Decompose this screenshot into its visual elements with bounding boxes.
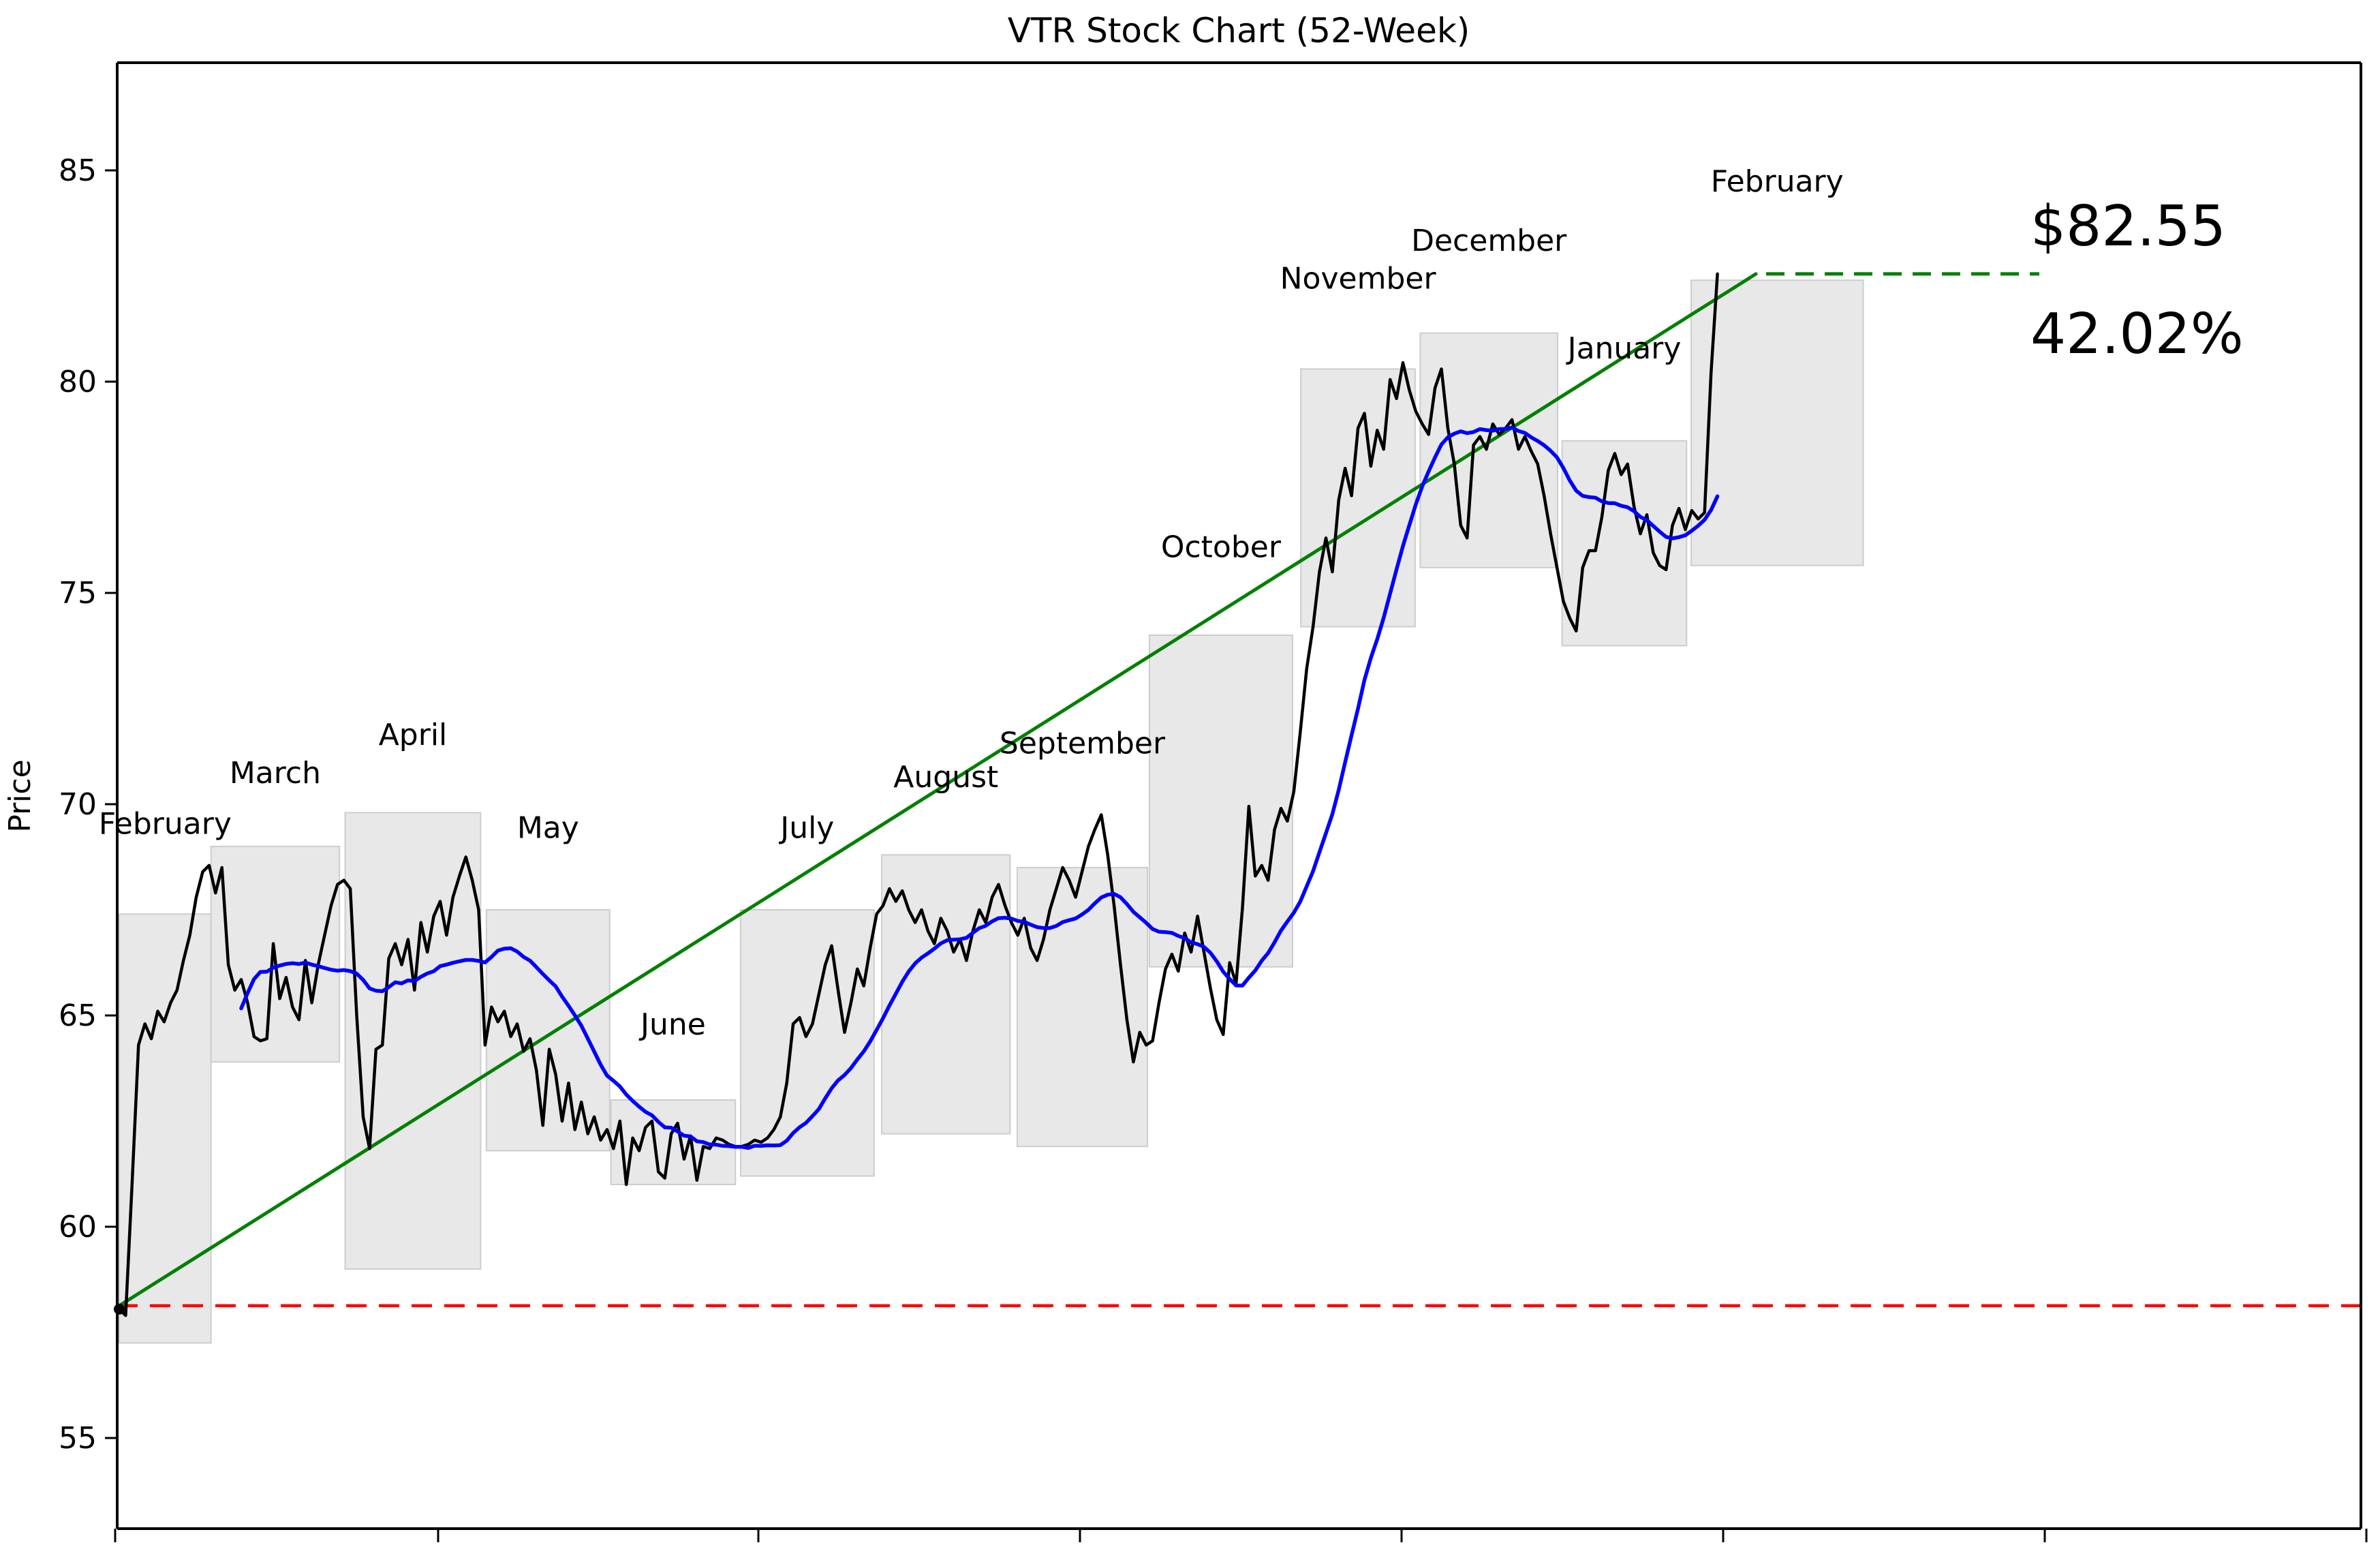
month-box-august bbox=[881, 854, 1011, 1135]
current-price-annotation: $82.55 bbox=[2030, 194, 2226, 259]
month-box-may bbox=[485, 909, 611, 1152]
month-label-december: December bbox=[1411, 224, 1567, 258]
month-box-september bbox=[1016, 867, 1149, 1148]
month-label-august: August bbox=[893, 760, 998, 795]
month-label-february: February bbox=[99, 806, 232, 841]
month-box-april bbox=[344, 812, 482, 1270]
month-box-february bbox=[1690, 279, 1864, 566]
y-tick-label: 80 bbox=[59, 365, 97, 399]
reference-lines bbox=[117, 272, 2361, 1308]
month-label-april: April bbox=[379, 718, 448, 752]
y-tick-label: 55 bbox=[59, 1421, 97, 1456]
y-tick-label: 65 bbox=[59, 998, 97, 1033]
moving-average-line bbox=[239, 425, 1720, 1150]
month-box-november bbox=[1300, 368, 1416, 628]
y-tick-label: 75 bbox=[59, 576, 97, 611]
month-label-january: January bbox=[1566, 331, 1682, 366]
plot-border bbox=[116, 61, 2362, 1530]
daily-price-line bbox=[117, 272, 1719, 1317]
y-tick-label: 85 bbox=[59, 153, 97, 188]
month-labels: February March April May June July AugustSepte… bbox=[99, 164, 1844, 1042]
chart-title: VTR Stock Chart (52-Week) bbox=[1008, 11, 1470, 50]
month-label-september: September bbox=[1000, 727, 1166, 761]
month-range-boxes bbox=[119, 279, 1864, 1344]
month-label-march: March bbox=[230, 756, 321, 791]
month-box-october bbox=[1148, 634, 1294, 968]
axes: 55 60 65 70 75 80 85 bbox=[59, 61, 2368, 1542]
month-label-july: July bbox=[778, 811, 834, 846]
month-label-november: November bbox=[1280, 262, 1437, 296]
month-label-may: May bbox=[517, 811, 579, 846]
month-box-july bbox=[739, 909, 875, 1177]
y-axis-label: Price bbox=[3, 759, 37, 832]
price-series-group bbox=[114, 272, 1720, 1317]
y-tick-label: 60 bbox=[59, 1210, 97, 1244]
start-point-marker bbox=[114, 1303, 125, 1315]
month-label-october: October bbox=[1161, 530, 1282, 564]
month-label-february: February bbox=[1711, 164, 1844, 199]
month-label-june: June bbox=[638, 1007, 706, 1042]
month-box-january bbox=[1561, 440, 1688, 647]
percent-change-annotation: 42.02% bbox=[2030, 302, 2244, 367]
y-tick-label: 70 bbox=[59, 787, 97, 822]
